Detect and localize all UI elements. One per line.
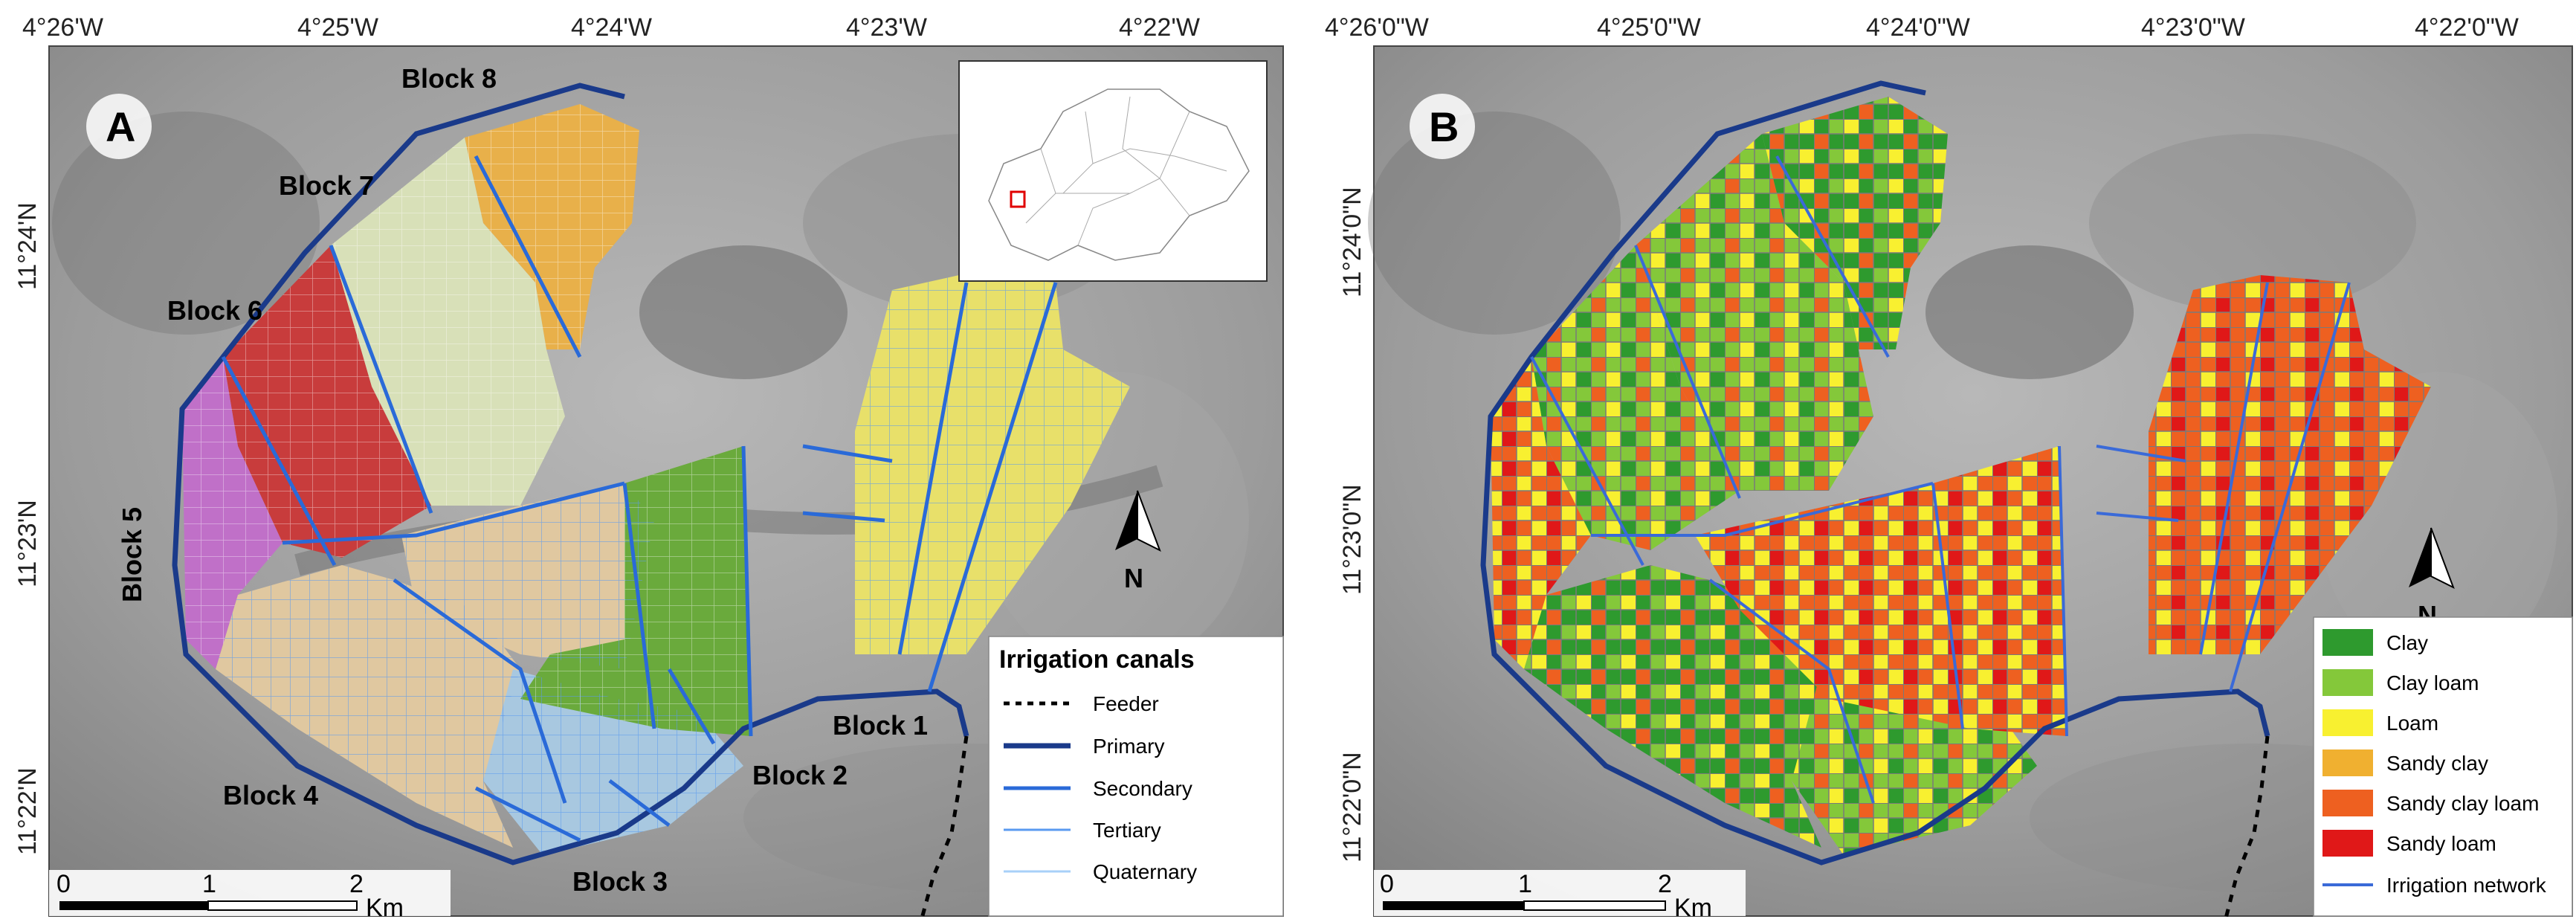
lon-tick: 4°24'W	[571, 13, 652, 42]
block-1-label: Block 1	[833, 710, 928, 741]
lat-tick: 11°22'0"N	[1338, 752, 1366, 863]
lon-tick: 4°23'0"W	[2141, 13, 2245, 42]
legend-item: Tertiary	[1093, 819, 1161, 842]
lon-tick: 4°22'W	[1119, 13, 1200, 42]
legend-item: Primary	[1093, 735, 1164, 758]
scale-bar-a: 0 1 2 Km	[49, 870, 451, 922]
block-3-label: Block 3	[572, 866, 668, 897]
block-8-label: Block 8	[401, 63, 497, 94]
lat-ticks-b: 11°24'0"N 11°23'0"N 11°22'0"N	[1338, 187, 1366, 863]
panel-a-svg: 4°26'W 4°25'W 4°24'W 4°23'W 4°22'W 11°24…	[13, 13, 1284, 922]
panel-letter-b: B	[1410, 94, 1475, 159]
scale-label: 0	[1380, 870, 1394, 898]
scale-label: 0	[57, 870, 71, 898]
lat-ticks-a: 11°24'N 11°23'N 11°22'N	[13, 202, 42, 855]
block-7-label: Block 7	[279, 170, 374, 201]
lon-ticks-a: 4°26'W 4°25'W 4°24'W 4°23'W 4°22'W	[22, 13, 1200, 42]
scale-unit: Km	[1674, 894, 1712, 922]
lon-tick: 4°25'0"W	[1597, 13, 1701, 42]
north-arrow-a: N	[1115, 490, 1161, 593]
scale-label: 1	[1518, 870, 1532, 898]
scale-label: 2	[349, 870, 364, 898]
lat-tick: 11°24'0"N	[1338, 187, 1366, 297]
svg-text:A: A	[106, 103, 135, 150]
lon-tick: 4°22'0"W	[2415, 13, 2519, 42]
legend-item: Secondary	[1093, 777, 1192, 800]
lon-ticks-b: 4°26'0"W 4°25'0"W 4°24'0"W 4°23'0"W 4°22…	[1325, 13, 2519, 42]
legend-item: Loam	[2386, 712, 2438, 735]
legend-item: Feeder	[1093, 692, 1159, 715]
legend-item: Sandy loam	[2386, 832, 2496, 855]
panel-b-svg: 4°26'0"W 4°25'0"W 4°24'0"W 4°23'0"W 4°22…	[1325, 13, 2573, 922]
block-2-label: Block 2	[752, 760, 848, 790]
soil-block-5	[1491, 357, 1591, 669]
lon-tick: 4°26'W	[22, 13, 103, 42]
lon-tick: 4°23'W	[846, 13, 927, 42]
inset-map	[958, 60, 1268, 282]
lon-tick: 4°26'0"W	[1325, 13, 1429, 42]
lon-tick: 4°24'0"W	[1866, 13, 1970, 42]
legend-item: Clay	[2386, 631, 2428, 654]
lon-tick: 4°25'W	[297, 13, 378, 42]
scale-bar-b: 0 1 2 Km	[1374, 870, 1746, 922]
legend-item: Irrigation network	[2386, 874, 2547, 897]
panel-letter-a: A	[86, 94, 152, 159]
block-labels-a: Block 8 Block 7 Block 6 Block 5 Block 4 …	[117, 63, 928, 897]
soil-block-6	[1531, 245, 1740, 550]
block-5-label: Block 5	[117, 507, 147, 602]
lat-tick: 11°23'0"N	[1338, 484, 1366, 595]
legend-item: Sandy clay	[2386, 752, 2488, 775]
legend-b: Clay Clay loam Loam Sandy clay Sandy cla…	[2313, 616, 2573, 917]
irrigation-blocks-a	[182, 104, 1130, 855]
legend-title: Irrigation canals	[999, 645, 1195, 674]
lat-tick: 11°23'N	[13, 500, 42, 587]
inset-location-marker	[1010, 190, 1026, 208]
block-6-label: Block 6	[167, 295, 262, 326]
canal-network-b	[1480, 80, 2351, 919]
legend-item: Quaternary	[1093, 860, 1197, 883]
soil-block-4	[1524, 565, 1829, 848]
scale-label: 1	[202, 870, 216, 898]
soil-block-1	[2149, 275, 2431, 654]
svg-text:N: N	[1124, 563, 1143, 593]
canal-network-a	[172, 83, 1058, 919]
legend-item: Sandy clay loam	[2386, 792, 2539, 815]
scale-unit: Km	[366, 894, 404, 922]
scale-label: 2	[1658, 870, 1672, 898]
block-4-label: Block 4	[223, 780, 318, 810]
legend-item: Clay loam	[2386, 671, 2479, 694]
soil-block-8	[1762, 97, 1948, 349]
legend-a: Irrigation canals Feeder Primary Seconda…	[988, 636, 1284, 917]
soil-block-7	[1636, 134, 1873, 491]
panel-b: 4°26'0"W 4°25'0"W 4°24'0"W 4°23'0"W 4°22…	[1323, 0, 2576, 922]
panel-a: 4°26'W 4°25'W 4°24'W 4°23'W 4°22'W 11°24…	[13, 13, 1284, 922]
lat-tick: 11°24'N	[13, 202, 42, 290]
lat-tick: 11°22'N	[13, 767, 42, 855]
svg-text:B: B	[1429, 103, 1459, 150]
